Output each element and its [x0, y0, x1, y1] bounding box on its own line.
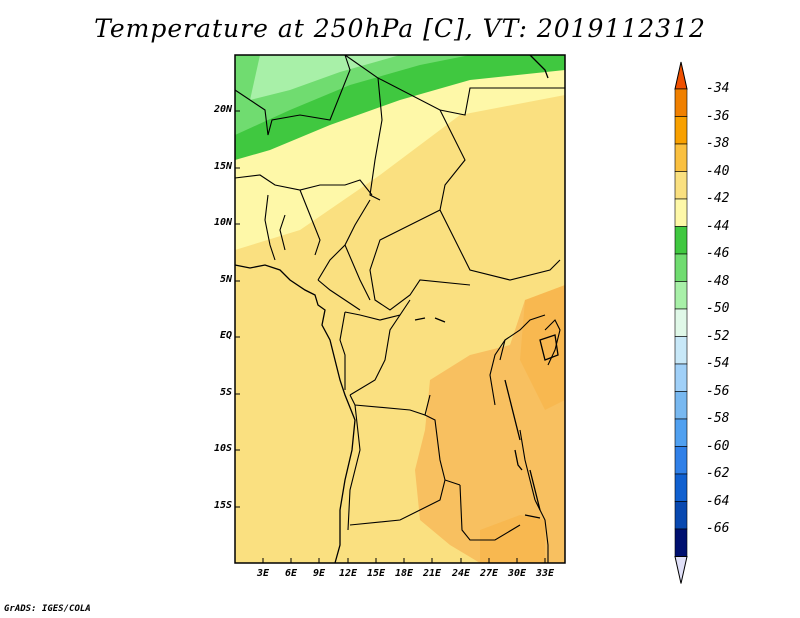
lat-label: 5N: [219, 274, 232, 285]
coastline: [234, 54, 549, 564]
colorbar-label: -34: [706, 81, 730, 96]
colorbar-bottom-arrow: [674, 556, 688, 584]
map-title: Temperature at 250hPa [C], VT: 201911231…: [94, 14, 706, 43]
lon-label: 3E: [256, 568, 270, 579]
colorbar-swatch: [674, 281, 688, 310]
temperature-field: [235, 55, 565, 563]
lon-label: 27E: [479, 568, 499, 579]
colorbar-label: -54: [706, 356, 730, 371]
lon-label: 33E: [535, 568, 555, 579]
colorbar-swatch: [674, 253, 688, 282]
colorbar-swatch: [674, 88, 688, 117]
lon-label: 12E: [338, 568, 358, 579]
colorbar-swatch: [674, 391, 688, 420]
lat-label: 5S: [219, 387, 232, 398]
axis-ticks: [235, 110, 546, 563]
colorbar-label: -50: [706, 301, 730, 316]
colorbar-swatch: [674, 446, 688, 475]
colorbar: [674, 61, 688, 584]
lat-label: 10N: [213, 217, 232, 228]
lat-label: 15N: [213, 161, 232, 172]
colorbar-label: -48: [706, 273, 730, 289]
colorbar-label: -52: [706, 328, 730, 344]
lat-label: 20N: [213, 104, 232, 115]
colorbar-swatch: [674, 501, 688, 530]
lon-label: 15E: [366, 568, 386, 579]
colorbar-swatch: [674, 528, 688, 557]
colorbar-swatch: [674, 198, 688, 227]
map-frame: [234, 54, 566, 564]
colorbar-label: -64: [706, 493, 730, 509]
country-borders: [234, 54, 565, 563]
colorbar-swatch: [674, 418, 688, 447]
lakes: [414, 317, 559, 519]
colorbar-swatch: [674, 143, 688, 172]
colorbar-swatch: [674, 226, 688, 255]
colorbar-swatch: [674, 116, 688, 145]
colorbar-label: -40: [706, 163, 730, 179]
colorbar-label: -46: [706, 246, 730, 261]
lon-label: 30E: [507, 568, 527, 579]
colorbar-label: -38: [706, 136, 730, 151]
colorbar-label: -60: [706, 438, 730, 454]
colorbar-swatch: [674, 473, 688, 502]
lon-label: 18E: [394, 568, 414, 579]
lon-label: 21E: [422, 568, 442, 579]
colorbar-swatch: [674, 171, 688, 200]
colorbar-swatch: [674, 308, 688, 337]
colorbar-label: -44: [706, 218, 730, 234]
lat-label: 15S: [213, 500, 232, 511]
lon-label: 6E: [284, 568, 298, 579]
colorbar-label: -62: [706, 466, 730, 481]
colorbar-top-arrow: [674, 61, 688, 90]
colorbar-label: -36: [706, 108, 730, 124]
colorbar-label: -58: [706, 411, 730, 426]
lat-label: 10S: [213, 443, 232, 454]
colorbar-label: -42: [706, 191, 730, 206]
lat-label: EQ: [219, 330, 232, 341]
colorbar-swatch: [674, 363, 688, 392]
credit-text: GrADS: IGES/COLA: [4, 604, 91, 614]
lon-label: 9E: [312, 568, 326, 579]
colorbar-label: -66: [706, 521, 730, 536]
colorbar-label: -56: [706, 383, 730, 399]
lon-label: 24E: [451, 568, 471, 579]
colorbar-swatch: [674, 336, 688, 365]
